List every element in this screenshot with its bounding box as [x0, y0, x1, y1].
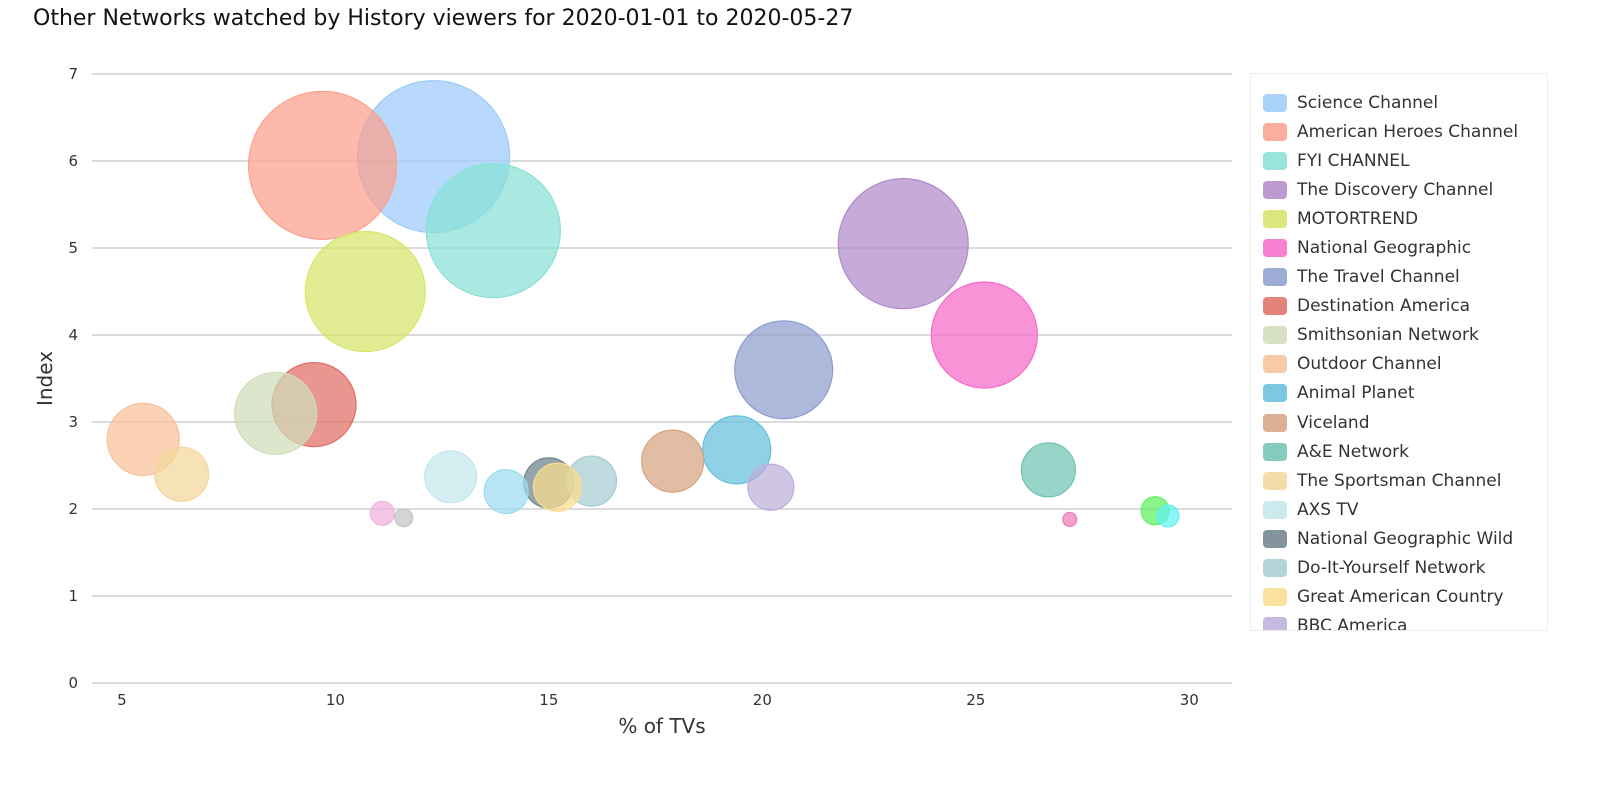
- legend-item[interactable]: Do-It-Yourself Network: [1251, 554, 1547, 583]
- legend-swatch: [1263, 471, 1287, 490]
- y-tick-label: 5: [68, 239, 78, 257]
- legend-swatch: [1263, 93, 1287, 112]
- chart-title: Other Networks watched by History viewer…: [33, 6, 854, 31]
- x-tick-label: 20: [753, 691, 772, 709]
- legend-label: Do-It-Yourself Network: [1297, 558, 1486, 579]
- x-axis-title: % of TVs: [618, 714, 705, 738]
- bubble-point[interactable]: [1062, 511, 1078, 528]
- bubble-point[interactable]: [369, 500, 395, 526]
- legend-item[interactable]: National Geographic Wild: [1251, 524, 1547, 553]
- legend-label: National Geographic Wild: [1297, 528, 1514, 549]
- legend-label: A&E Network: [1297, 441, 1410, 462]
- legend-label: Destination America: [1297, 296, 1471, 317]
- legend-label: BBC America: [1297, 616, 1408, 631]
- legend-swatch: [1263, 180, 1287, 199]
- bubble-point[interactable]: [734, 320, 834, 420]
- bubble-point[interactable]: [1156, 504, 1180, 528]
- legend-label: AXS TV: [1297, 499, 1359, 520]
- legend-swatch: [1263, 559, 1287, 578]
- legend: Science Channel American Heroes Channel FY…: [1250, 73, 1548, 631]
- legend-label: The Discovery Channel: [1297, 179, 1494, 200]
- legend-swatch: [1263, 442, 1287, 461]
- legend-label: Animal Planet: [1297, 383, 1415, 404]
- legend-label: National Geographic: [1297, 238, 1472, 259]
- x-tick-label: 25: [966, 691, 985, 709]
- bubble-point[interactable]: [532, 462, 582, 512]
- legend-label: FYI CHANNEL: [1297, 150, 1410, 171]
- bubble-point[interactable]: [304, 230, 426, 353]
- legend-swatch: [1263, 122, 1287, 141]
- legend-swatch: [1263, 384, 1287, 403]
- legend-item[interactable]: The Discovery Channel: [1251, 175, 1547, 204]
- legend-swatch: [1263, 617, 1287, 630]
- x-tick-label: 10: [326, 691, 345, 709]
- y-tick-label: 3: [68, 413, 78, 431]
- legend-swatch: [1263, 151, 1287, 170]
- bubble-point[interactable]: [1020, 442, 1077, 498]
- legend-swatch: [1263, 529, 1287, 548]
- legend-item[interactable]: The Travel Channel: [1251, 263, 1547, 292]
- bubble-point[interactable]: [247, 90, 398, 240]
- legend-label: Great American Country: [1297, 587, 1504, 608]
- legend-item[interactable]: Science Channel: [1251, 88, 1547, 117]
- bubble-point[interactable]: [424, 450, 478, 504]
- legend-label: The Sportsman Channel: [1297, 470, 1502, 491]
- legend-swatch: [1263, 297, 1287, 316]
- bubble-point[interactable]: [747, 463, 795, 511]
- legend-label: MOTORTREND: [1297, 208, 1419, 229]
- legend-swatch: [1263, 239, 1287, 258]
- legend-item[interactable]: American Heroes Channel: [1251, 117, 1547, 146]
- x-tick-label: 30: [1180, 691, 1199, 709]
- legend-item[interactable]: BBC America: [1251, 612, 1547, 631]
- legend-label: The Travel Channel: [1297, 267, 1460, 288]
- legend-item[interactable]: A&E Network: [1251, 437, 1547, 466]
- legend-swatch: [1263, 413, 1287, 432]
- y-tick-label: 7: [68, 65, 78, 83]
- y-tick-label: 6: [68, 152, 78, 170]
- legend-item[interactable]: MOTORTREND: [1251, 204, 1547, 233]
- legend-item[interactable]: Outdoor Channel: [1251, 350, 1547, 379]
- legend-label: Outdoor Channel: [1297, 354, 1442, 375]
- legend-item[interactable]: Smithsonian Network: [1251, 321, 1547, 350]
- x-tick-label: 5: [117, 691, 127, 709]
- legend-item[interactable]: Animal Planet: [1251, 379, 1547, 408]
- legend-swatch: [1263, 588, 1287, 607]
- legend-item[interactable]: The Sportsman Channel: [1251, 466, 1547, 495]
- legend-item[interactable]: Great American Country: [1251, 583, 1547, 612]
- bubble-point[interactable]: [394, 508, 414, 528]
- legend-swatch: [1263, 268, 1287, 287]
- y-tick-label: 0: [68, 674, 78, 692]
- bubble-point[interactable]: [641, 429, 705, 493]
- y-tick-label: 4: [68, 326, 78, 344]
- bubble-point[interactable]: [154, 446, 210, 502]
- legend-swatch: [1263, 355, 1287, 374]
- x-tick-label: 15: [539, 691, 558, 709]
- legend-item[interactable]: FYI CHANNEL: [1251, 146, 1547, 175]
- legend-swatch: [1263, 326, 1287, 345]
- y-tick-label: 1: [68, 587, 78, 605]
- bubble-point[interactable]: [930, 281, 1038, 389]
- y-axis-title: Index: [33, 351, 57, 406]
- legend-item[interactable]: National Geographic: [1251, 233, 1547, 262]
- bubble-point[interactable]: [483, 469, 529, 515]
- y-tick-label: 2: [68, 500, 78, 518]
- legend-item[interactable]: AXS TV: [1251, 495, 1547, 524]
- legend-label: Viceland: [1297, 412, 1370, 433]
- bubbles: [106, 80, 1180, 528]
- legend-item[interactable]: Destination America: [1251, 292, 1547, 321]
- bubble-point[interactable]: [233, 371, 318, 455]
- bubble-point[interactable]: [425, 163, 561, 299]
- legend-label: Science Channel: [1297, 92, 1439, 113]
- legend-swatch: [1263, 209, 1287, 228]
- legend-label: Smithsonian Network: [1297, 325, 1479, 346]
- legend-swatch: [1263, 500, 1287, 519]
- tick-labels: 0 1 2 3 4 5 6 7 5 10 15 20 25 30: [68, 65, 1198, 709]
- bubble-point[interactable]: [837, 178, 969, 310]
- legend-item[interactable]: Viceland: [1251, 408, 1547, 437]
- legend-label: American Heroes Channel: [1297, 121, 1519, 142]
- bubble-point[interactable]: [702, 415, 772, 485]
